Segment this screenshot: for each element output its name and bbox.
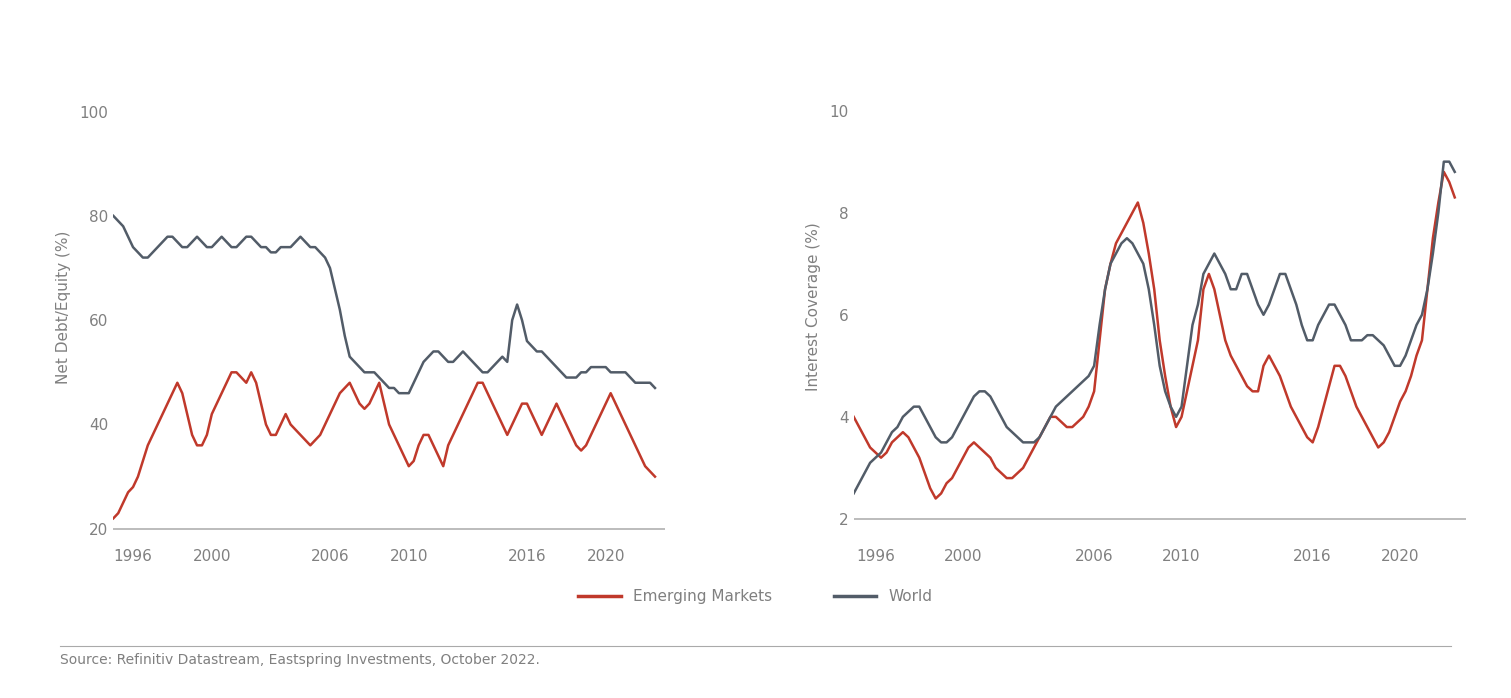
Legend: Emerging Markets, World: Emerging Markets, World — [573, 583, 938, 610]
Y-axis label: Net Debt/Equity (%): Net Debt/Equity (%) — [56, 230, 71, 384]
Y-axis label: Interest Coverage (%): Interest Coverage (%) — [807, 223, 822, 392]
Text: Source: Refinitiv Datastream, Eastspring Investments, October 2022.: Source: Refinitiv Datastream, Eastspring… — [60, 653, 541, 667]
